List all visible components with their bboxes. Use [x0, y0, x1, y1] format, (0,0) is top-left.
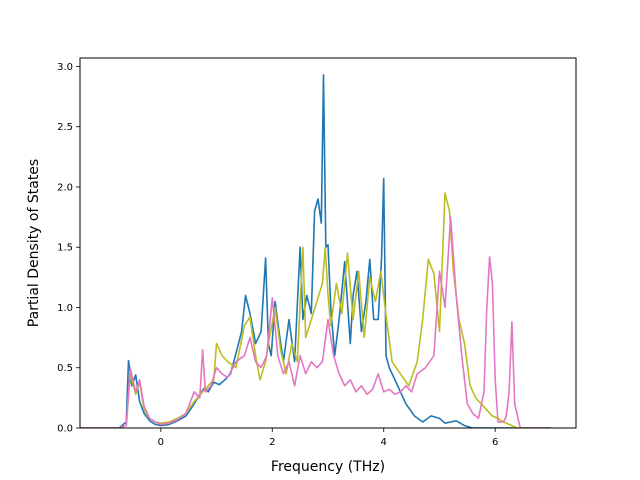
x-axis-title: Frequency (THz)	[271, 459, 385, 475]
y-tick-label: 0.5	[57, 363, 73, 374]
plot-frame	[79, 57, 577, 429]
series-layer	[80, 74, 551, 428]
y-tick-label: 0.0	[57, 424, 73, 435]
x-tick-label: 0	[158, 437, 164, 448]
x-axis: 0 2 4 6	[158, 428, 498, 448]
y-tick-label: 1.0	[57, 303, 73, 314]
y-tick-label: 3.0	[57, 62, 73, 73]
x-tick-label: 2	[269, 437, 275, 448]
x-tick-label: 6	[492, 437, 498, 448]
y-axis-title: Partial Density of States	[26, 159, 42, 327]
series-line-3	[80, 216, 551, 428]
x-tick-label: 4	[381, 437, 387, 448]
y-tick-label: 1.5	[57, 243, 73, 254]
y-axis: 0.0 0.5 1.0 1.5 2.0 2.5 3.0	[57, 62, 80, 435]
y-tick-label: 2.5	[57, 122, 73, 133]
y-tick-label: 2.0	[57, 182, 73, 193]
